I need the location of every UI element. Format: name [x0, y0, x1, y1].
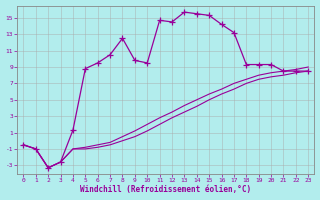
X-axis label: Windchill (Refroidissement éolien,°C): Windchill (Refroidissement éolien,°C) — [80, 185, 252, 194]
